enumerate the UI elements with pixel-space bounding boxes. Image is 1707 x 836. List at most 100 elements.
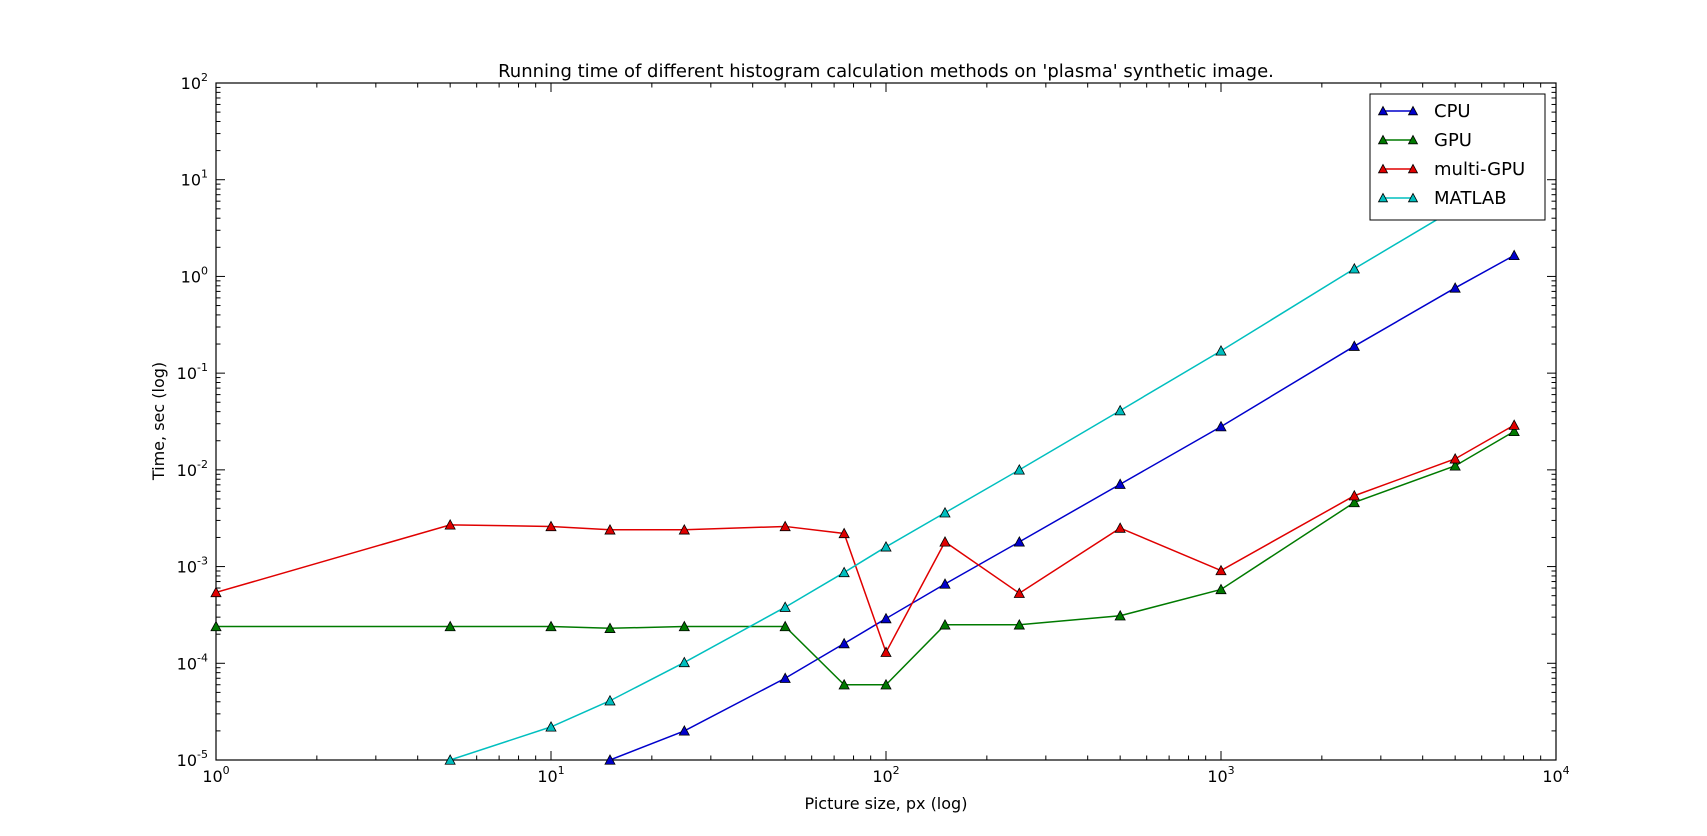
legend-marker [1377, 134, 1389, 145]
y-tick-label-base: 10 [177, 654, 197, 673]
y-tick-label-base: 10 [177, 461, 197, 480]
data-point-cpu [1114, 478, 1126, 489]
x-tick-label: 103 [1207, 764, 1234, 786]
legend-marker [1407, 134, 1419, 145]
x-tick-label: 101 [537, 764, 564, 786]
data-point-matlab [1215, 345, 1227, 356]
y-tick-label-base: 10 [177, 364, 197, 383]
y-tick-label: 10-2 [177, 458, 208, 480]
data-point-matlab [939, 506, 951, 518]
data-point-multi-gpu [545, 520, 557, 532]
x-tick-label-exponent: 3 [1228, 764, 1235, 777]
y-tick-label-base: 10 [181, 171, 201, 190]
data-point-matlab [779, 601, 791, 612]
x-tick-label: 100 [202, 764, 229, 786]
data-point-matlab [545, 721, 557, 732]
data-point-multi-gpu [604, 523, 616, 535]
data-point-matlab [1348, 262, 1360, 274]
data-point-cpu [678, 725, 690, 736]
x-tick-label-base: 10 [537, 767, 557, 786]
data-point-cpu [604, 754, 616, 765]
data-point-multi-gpu [939, 536, 951, 547]
y-tick-label-exponent: 0 [201, 264, 208, 277]
data-point-cpu [1449, 282, 1461, 293]
legend-marker [1407, 192, 1419, 203]
x-tick-label-base: 10 [872, 767, 892, 786]
legend-label: multi-GPU [1434, 159, 1525, 180]
data-point-multi-gpu [1449, 452, 1461, 464]
data-point-cpu [939, 578, 951, 589]
y-tick-label: 101 [181, 168, 208, 190]
data-point-cpu [1508, 249, 1520, 261]
legend-item-gpu: GPU [1377, 130, 1472, 151]
y-tick-label-exponent: -4 [197, 651, 208, 664]
data-point-multi-gpu [779, 520, 791, 532]
y-tick-label: 100 [181, 264, 208, 286]
legend-label: CPU [1434, 101, 1471, 122]
x-tick-label-exponent: 4 [1563, 764, 1570, 777]
legend-item-multi-gpu: multi-GPU [1377, 159, 1525, 180]
data-point-multi-gpu [1013, 587, 1025, 598]
x-tick-label-base: 10 [202, 767, 222, 786]
x-tick-label-exponent: 2 [893, 764, 900, 777]
data-point-multi-gpu [880, 646, 892, 657]
legend-marker [1377, 163, 1389, 174]
legend-item-cpu: CPU [1377, 101, 1471, 122]
data-point-gpu [604, 622, 616, 633]
data-point-gpu [545, 620, 557, 632]
data-point-cpu [779, 672, 791, 683]
legend-marker [1407, 105, 1419, 116]
y-tick-label-base: 10 [177, 558, 197, 577]
data-point-cpu [1348, 340, 1360, 351]
x-tick-label: 104 [1542, 764, 1569, 786]
data-point-gpu [838, 678, 850, 690]
y-tick-label-exponent: -1 [197, 361, 208, 374]
data-point-gpu [880, 678, 892, 690]
data-point-gpu [939, 618, 951, 630]
legend-label: GPU [1434, 130, 1472, 151]
data-point-cpu [1013, 536, 1025, 547]
y-tick-label-base: 10 [177, 751, 197, 770]
data-point-matlab [838, 566, 850, 578]
data-point-matlab [604, 694, 616, 706]
y-tick-label-exponent: -3 [197, 555, 208, 568]
data-point-gpu [1013, 618, 1025, 630]
x-tick-label-exponent: 0 [223, 764, 230, 777]
y-tick-label-base: 10 [181, 74, 201, 93]
data-point-multi-gpu [1348, 489, 1360, 501]
x-tick-label-base: 10 [1207, 767, 1227, 786]
axes-ticks: 100 101 102 103 10410-510-410-310-210-110010… [177, 71, 1570, 786]
y-axis-label: Time, sec (log) [149, 362, 168, 481]
legend-item-matlab: MATLAB [1377, 188, 1507, 209]
markers-layer [210, 202, 1520, 765]
legend-marker [1377, 192, 1389, 203]
x-tick-label: 102 [872, 764, 899, 786]
y-tick-label-exponent: 2 [201, 71, 208, 84]
legend: CPU GPU multi-GPU MATLAB [1369, 93, 1546, 221]
y-tick-label: 10-3 [177, 555, 208, 577]
x-tick-label-exponent: 1 [558, 764, 565, 777]
data-point-gpu [210, 620, 222, 632]
legend-label: MATLAB [1434, 188, 1507, 209]
data-point-gpu [779, 620, 791, 632]
data-point-gpu [1215, 583, 1227, 595]
data-point-matlab [1013, 464, 1025, 475]
data-point-matlab [444, 754, 456, 765]
chart-title: Running time of different histogram calc… [498, 61, 1274, 82]
y-tick-label-base: 10 [181, 267, 201, 286]
data-point-multi-gpu [444, 519, 456, 530]
data-point-cpu [1215, 420, 1227, 432]
data-point-multi-gpu [678, 523, 690, 535]
legend-marker [1377, 105, 1389, 116]
plot-area-frame [215, 82, 1557, 761]
series-line-cpu [609, 254, 1515, 760]
data-point-multi-gpu [1508, 419, 1520, 430]
y-tick-label: 10-5 [177, 748, 208, 770]
data-point-multi-gpu [1114, 522, 1126, 533]
x-tick-label-base: 10 [1542, 767, 1562, 786]
legend-box [1369, 93, 1546, 221]
data-point-multi-gpu [210, 586, 222, 598]
legend-marker [1407, 163, 1419, 174]
y-tick-label-exponent: 1 [201, 168, 208, 181]
